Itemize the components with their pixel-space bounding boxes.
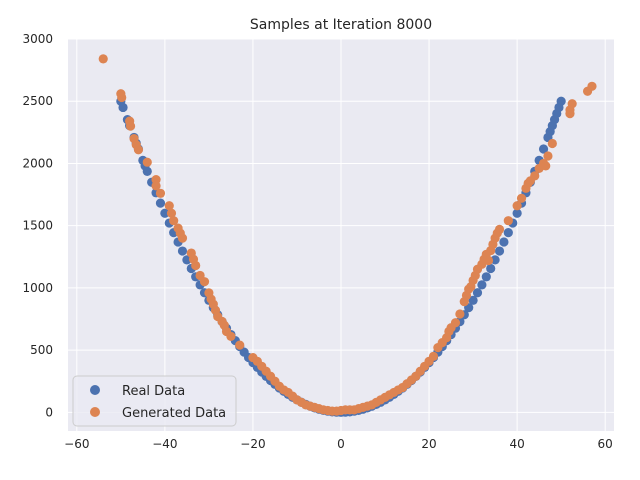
y-tick-label: 2500 [22,94,53,108]
data-point [199,277,210,287]
data-point [494,246,505,256]
data-point [155,198,166,208]
data-point [455,309,465,319]
x-tick-label: −60 [64,437,89,451]
y-tick-label: 0 [45,405,53,419]
data-point [142,166,152,177]
data-point [166,208,177,218]
x-tick-label: 60 [598,437,613,451]
legend-marker-real-data [90,385,100,395]
data-point [155,188,166,198]
data-point [477,280,487,290]
data-point [118,102,128,113]
tick-labels: −60 −40 −20 0 20 40 60 0 500 1000 1500 2000 2500 3000 [22,32,612,451]
data-point [512,208,522,218]
data-point [133,145,144,155]
y-tick-label: 2000 [22,156,53,170]
data-point [142,157,152,167]
chart-title: Samples at Iteration 8000 [250,17,432,33]
data-point [125,121,136,131]
data-point [177,233,188,243]
data-point [547,138,557,149]
data-point [483,255,494,266]
data-point [481,272,491,282]
data-point [226,331,236,342]
data-point [530,171,540,181]
x-tick-label: −40 [152,437,177,451]
y-tick-label: 500 [30,343,53,357]
data-point [98,54,108,64]
legend-label-real-data: Real Data [122,384,185,399]
data-point [538,144,549,154]
data-point [512,201,522,211]
data-point [235,340,245,350]
data-point [177,246,188,256]
y-tick-label: 1000 [22,281,53,295]
x-tick-label: 0 [337,437,345,451]
data-point [472,288,483,298]
data-point [450,318,461,328]
data-point [169,216,179,226]
data-point [567,99,577,109]
data-point [494,224,505,234]
data-point [516,193,527,203]
data-point [587,81,597,91]
data-point [503,228,513,238]
data-point [543,151,553,161]
data-point [191,260,201,271]
data-point [556,96,566,106]
x-tick-label: −20 [240,437,265,451]
data-point [164,201,174,211]
legend: Real Data Generated Data [72,375,237,427]
data-point [541,161,551,171]
data-point [117,92,127,103]
data-point [499,237,509,247]
series-generated-data [98,54,597,416]
legend-box [72,375,237,427]
data-point [490,255,500,265]
y-tick-label: 3000 [22,32,53,46]
x-tick-label: 40 [509,437,524,451]
data-point [160,208,170,218]
y-tick-label: 1500 [22,219,53,233]
data-point [503,216,513,226]
data-point [486,263,496,274]
data-point [428,351,439,361]
data-point [182,255,192,265]
legend-label-generated-data: Generated Data [122,406,226,421]
data-point [151,181,161,191]
x-tick-label: 20 [421,437,436,451]
legend-marker-generated-data [90,407,100,417]
data-points [98,54,597,417]
data-point [468,295,478,305]
